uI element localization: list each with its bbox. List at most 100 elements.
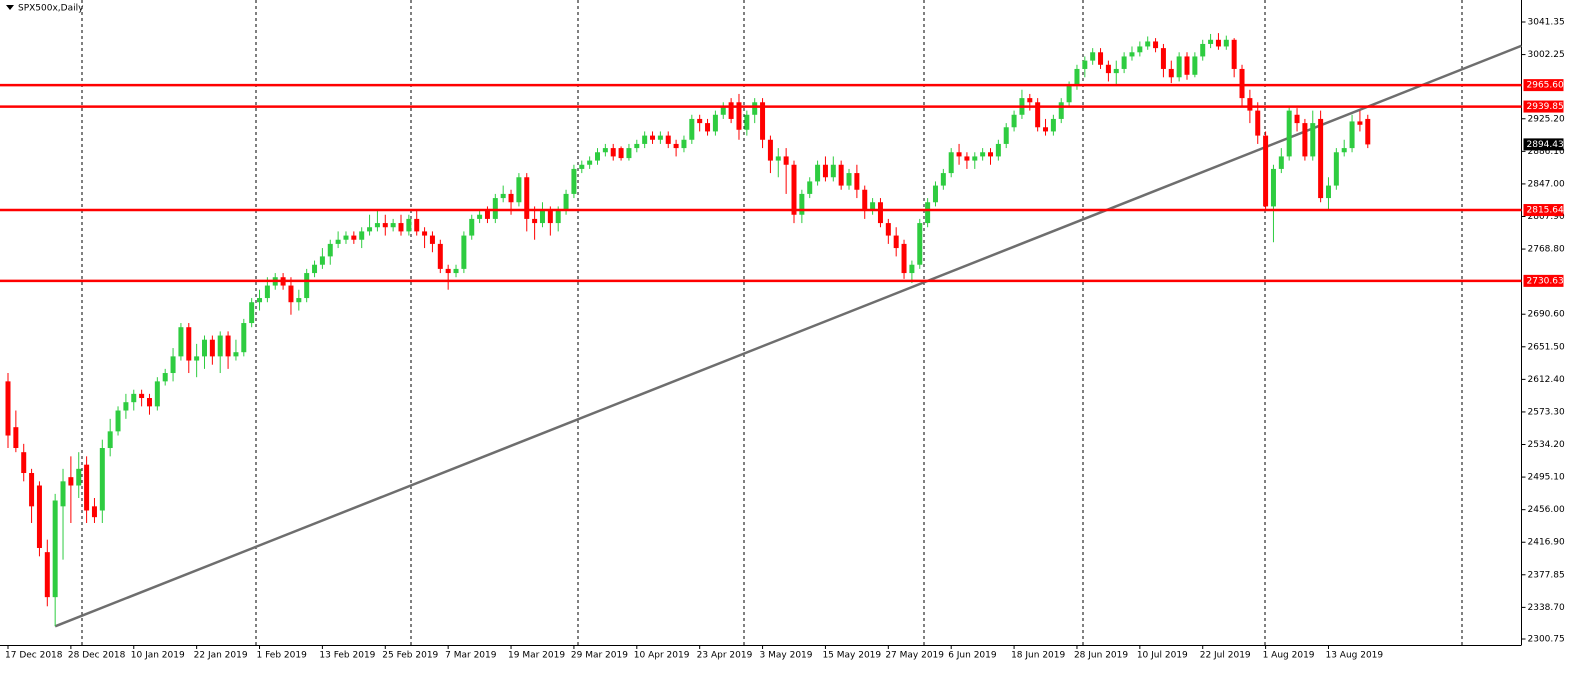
candle-body — [1215, 39, 1221, 47]
candle-body — [1153, 41, 1159, 49]
x-tick-label: 19 Mar 2019 — [508, 651, 565, 661]
candle-body — [980, 152, 986, 157]
candle-body — [626, 148, 632, 159]
candle-body — [60, 481, 66, 507]
candle-body — [547, 210, 553, 224]
candle-body — [296, 298, 302, 303]
candle-body — [68, 477, 74, 486]
x-tick-label: 1 Feb 2019 — [257, 651, 308, 661]
candle-body — [1082, 60, 1088, 69]
candle-body — [634, 143, 640, 149]
candle-body — [1192, 56, 1198, 75]
candle-body — [579, 164, 585, 169]
candle-body — [29, 473, 35, 507]
candle-body — [650, 135, 656, 140]
candle-body — [5, 381, 11, 436]
candle-body — [783, 156, 789, 165]
candle-body — [99, 448, 105, 511]
candle-body — [1223, 39, 1229, 47]
candle-body — [139, 393, 145, 399]
y-tick-label: 2300.75 — [1528, 635, 1565, 645]
candle-body — [587, 160, 593, 165]
y-tick-label: 2377.85 — [1528, 570, 1565, 580]
x-tick-label: 6 Jun 2019 — [948, 651, 997, 661]
candle-body — [862, 189, 868, 211]
candle-body — [1027, 98, 1033, 103]
candle-body — [131, 393, 137, 403]
candle-body — [1231, 39, 1237, 69]
candle-body — [343, 235, 349, 240]
x-tick-label: 18 Jun 2019 — [1011, 651, 1065, 661]
candle-body — [838, 164, 844, 186]
candle-body — [217, 335, 223, 357]
candle-body — [799, 193, 805, 215]
candle-body — [736, 102, 742, 130]
candle-body — [351, 235, 357, 240]
candle-body — [91, 506, 97, 518]
candle-body — [815, 164, 821, 182]
candle-body — [194, 356, 200, 361]
candle-body — [374, 223, 380, 228]
y-tick-label: 2768.80 — [1528, 245, 1565, 255]
candle-body — [453, 268, 459, 274]
candle-body — [1113, 68, 1119, 74]
x-tick-label: 28 Jun 2019 — [1074, 651, 1128, 661]
candle-body — [1145, 41, 1151, 47]
candle-body — [1349, 121, 1355, 149]
candle-body — [1239, 68, 1245, 99]
candle-body — [1278, 156, 1284, 169]
candle-body — [1263, 135, 1269, 207]
candle-body — [186, 327, 192, 361]
candle-body — [1255, 110, 1261, 136]
candle-body — [1090, 52, 1096, 61]
candle-body — [846, 173, 852, 186]
candle-body — [1294, 114, 1300, 124]
candle-body — [13, 427, 19, 449]
candle-body — [484, 210, 490, 219]
candle-body — [697, 118, 703, 124]
candle-body — [995, 143, 1001, 157]
candle-body — [319, 256, 325, 265]
candle-body — [508, 193, 514, 203]
candle-body — [209, 339, 215, 357]
candle-body — [988, 152, 993, 157]
candle-body — [264, 285, 270, 299]
candle-body — [885, 223, 891, 236]
candle-body — [327, 243, 333, 257]
candle-body — [170, 356, 176, 374]
y-tick-label: 3041.35 — [1528, 18, 1565, 28]
candle-body — [1011, 114, 1017, 128]
y-tick-label: 2456.00 — [1528, 505, 1565, 515]
x-tick-label: 7 Mar 2019 — [445, 651, 497, 661]
candle-body — [901, 243, 907, 274]
candle-body — [1184, 56, 1190, 75]
last-price-label: 2894.43 — [1527, 140, 1564, 150]
y-tick-label: 2338.70 — [1528, 603, 1565, 613]
candle-body — [1043, 127, 1049, 132]
candle-body — [178, 327, 184, 357]
candle-body — [760, 102, 766, 140]
candle-body — [36, 485, 42, 548]
x-tick-label: 17 Dec 2018 — [5, 651, 63, 661]
x-tick-label: 23 Apr 2019 — [697, 651, 753, 661]
x-tick-label: 13 Aug 2019 — [1325, 651, 1383, 661]
candle-body — [225, 335, 231, 357]
candle-body — [233, 352, 239, 357]
candle-body — [1098, 52, 1104, 65]
candle-body — [822, 164, 828, 178]
candle-body — [689, 118, 695, 140]
x-tick-label: 13 Feb 2019 — [319, 651, 375, 661]
candle-body — [1058, 102, 1064, 119]
candle-body — [1121, 56, 1127, 69]
candle-body — [972, 156, 978, 161]
candle-body — [602, 148, 608, 153]
candle-body — [516, 177, 522, 203]
candle-body — [1160, 48, 1166, 69]
candle-body — [202, 339, 207, 357]
candle-body — [429, 235, 435, 244]
y-tick-label: 2847.00 — [1528, 179, 1565, 189]
candle-body — [469, 218, 475, 236]
candle-body — [241, 323, 247, 353]
